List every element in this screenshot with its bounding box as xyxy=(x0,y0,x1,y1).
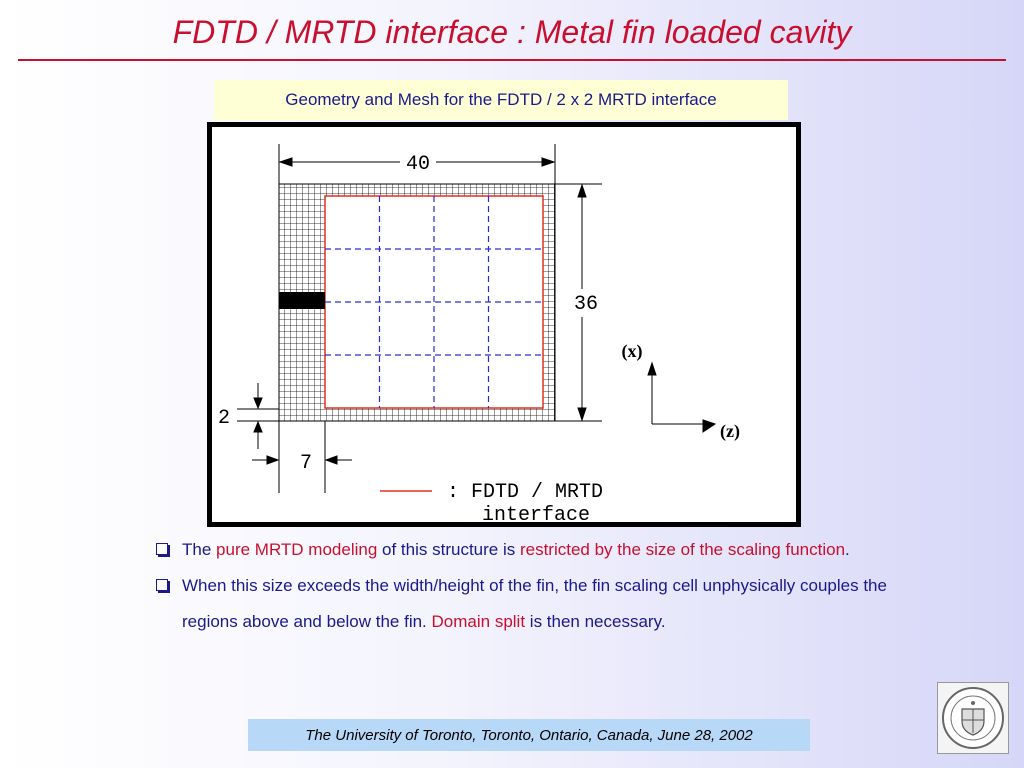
axes-indicator xyxy=(647,361,717,433)
height-label: 36 xyxy=(574,293,598,316)
mesh-diagram: 40 36 2 xyxy=(218,144,740,522)
axis-x-label: (x) xyxy=(622,341,643,362)
checkbox-bullet-icon xyxy=(156,543,168,555)
footer-banner: The University of Toronto, Toronto, Onta… xyxy=(248,719,810,751)
metal-fin xyxy=(279,292,325,309)
bullet-1-highlight-restriction: restricted by the size of the scaling fu… xyxy=(519,540,846,559)
bullet-list: The pure MRTD modeling of this structure… xyxy=(155,532,915,640)
bullet-1-text-2: of this structure is xyxy=(377,540,520,559)
bullet-item-1: The pure MRTD modeling of this structure… xyxy=(155,532,915,568)
fin-dimension xyxy=(237,383,279,449)
geometry-figure: 40 36 2 xyxy=(207,122,801,527)
seal-icon xyxy=(942,687,1004,749)
axis-z-label: (z) xyxy=(720,421,740,442)
slide-title: FDTD / MRTD interface : Metal fin loaded… xyxy=(172,14,852,50)
university-seal-logo xyxy=(937,682,1009,754)
legend-label-line1: : FDTD / MRTD xyxy=(447,481,603,504)
offset-label: 7 xyxy=(300,452,312,475)
width-label: 40 xyxy=(406,153,430,176)
mrtd-coarse-grid xyxy=(325,196,543,408)
height-dimension xyxy=(555,183,602,422)
bullet-2-highlight-domain-split: Domain split xyxy=(431,612,526,631)
bullet-2-text-2: is then necessary. xyxy=(525,612,666,631)
figure-caption: Geometry and Mesh for the FDTD / 2 x 2 M… xyxy=(214,80,788,120)
bullet-item-2: When this size exceeds the width/height … xyxy=(155,568,915,640)
checkbox-bullet-icon xyxy=(156,579,168,591)
fin-label: 2 xyxy=(218,407,230,430)
figure-canvas: 40 36 2 xyxy=(212,127,796,522)
width-dimension xyxy=(278,144,556,187)
title-divider xyxy=(18,59,1006,61)
bullet-1-period: . xyxy=(845,540,850,559)
offset-dimension xyxy=(252,421,352,493)
bullet-2-text: When this size exceeds the width/height … xyxy=(182,576,887,631)
bullet-1-highlight-modeling: pure MRTD modeling xyxy=(216,540,378,559)
legend-label-line2: interface xyxy=(482,504,590,522)
bullet-1-text: The xyxy=(182,540,217,559)
